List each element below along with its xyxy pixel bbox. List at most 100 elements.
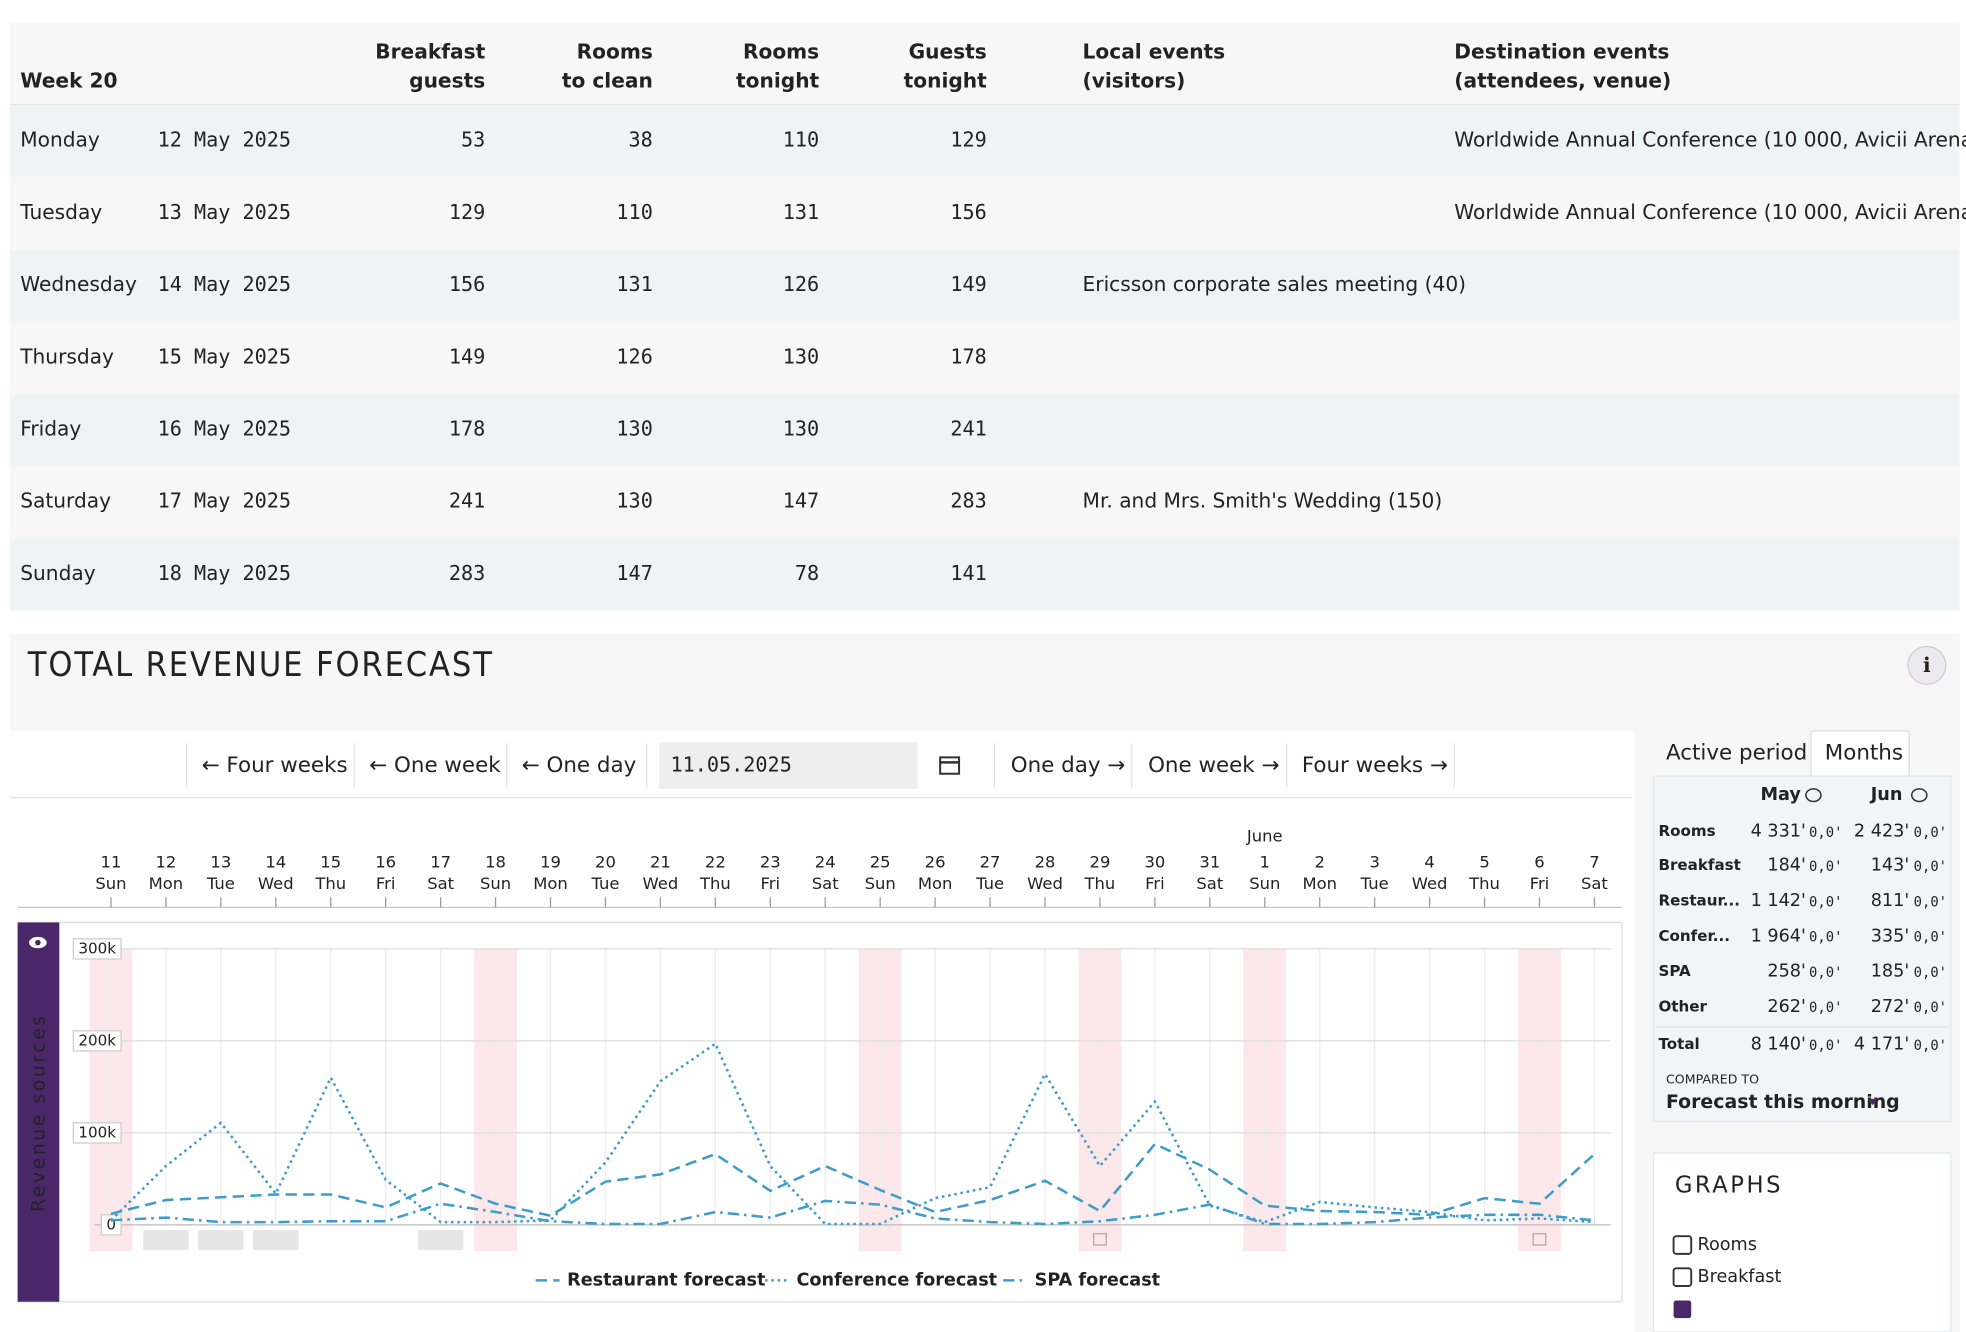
- x-tick-weekday: Sat: [812, 874, 839, 893]
- x-tick-label: 30: [1144, 853, 1165, 872]
- column-header: tonight: [736, 68, 820, 92]
- x-tick-label: 11: [101, 853, 122, 872]
- x-tick-weekday: Sun: [865, 874, 896, 893]
- table-cell: 131: [783, 200, 819, 224]
- summary-delta: 0,0': [1809, 930, 1842, 946]
- info-button[interactable]: [1907, 645, 1947, 685]
- y-tick-label: 200k: [78, 1031, 116, 1049]
- table-cell: Ericsson corporate sales meeting (40): [1083, 272, 1466, 296]
- series-line: [110, 1199, 1595, 1226]
- summary-label: Restaur...: [1658, 892, 1740, 910]
- checkbox[interactable]: [1672, 1235, 1693, 1255]
- series-line: [110, 1142, 1596, 1218]
- table-cell: 178: [950, 344, 986, 368]
- table-cell: 147: [616, 561, 652, 585]
- summary-delta: 0,0': [1809, 894, 1842, 910]
- summary-delta: 0,0': [1914, 894, 1947, 910]
- table-cell: 149: [950, 272, 986, 296]
- column-header: Destination events: [1454, 39, 1669, 63]
- legend-label[interactable]: Conference forecast: [796, 1270, 997, 1290]
- y-tick-label: 100k: [78, 1123, 116, 1141]
- summary-label: Confer...: [1658, 927, 1730, 945]
- x-tick-label: 12: [155, 853, 176, 872]
- table-cell: 131: [616, 272, 652, 296]
- table-cell: 130: [783, 416, 819, 440]
- note-icon[interactable]: [417, 1229, 464, 1251]
- table-cell: Tuesday: [19, 200, 102, 224]
- table-cell: 129: [449, 200, 485, 224]
- table-cell: 14 May 2025: [158, 272, 292, 296]
- nav-button[interactable]: ← One day: [522, 753, 637, 778]
- x-tick-label: 13: [210, 853, 231, 872]
- x-tick-label: 31: [1199, 853, 1220, 872]
- summary-value: 272': [1871, 997, 1910, 1017]
- table-cell: 241: [449, 489, 485, 513]
- tab[interactable]: Months: [1825, 741, 1903, 766]
- table-cell: 110: [616, 200, 652, 224]
- x-tick-weekday: Wed: [643, 874, 679, 893]
- compared-label: COMPARED TO: [1666, 1071, 1759, 1086]
- comment-icon[interactable]: [1910, 788, 1928, 803]
- calendar-icon[interactable]: [939, 756, 961, 775]
- x-tick-label: 15: [320, 853, 341, 872]
- x-tick-weekday: Wed: [1027, 874, 1063, 893]
- nav-button[interactable]: Four weeks →: [1302, 753, 1448, 778]
- legend-label[interactable]: Restaurant forecast: [567, 1270, 766, 1290]
- note-icon[interactable]: [198, 1229, 244, 1251]
- nav-button[interactable]: One week →: [1148, 753, 1279, 778]
- date-input[interactable]: [659, 742, 918, 789]
- summary-value: 1 964': [1751, 926, 1806, 946]
- x-tick-weekday: Sun: [95, 874, 126, 893]
- x-tick-weekday: Thu: [314, 874, 346, 893]
- calendar-marker[interactable]: [1532, 1233, 1547, 1246]
- x-tick-label: 27: [980, 853, 1001, 872]
- table-cell: 283: [950, 489, 986, 513]
- column-header: (attendees, venue): [1454, 68, 1671, 92]
- checkbox-checked[interactable]: [1673, 1300, 1692, 1319]
- x-tick-weekday: Wed: [1412, 874, 1448, 893]
- nav-button[interactable]: One day →: [1011, 753, 1126, 778]
- tab[interactable]: Active period: [1666, 741, 1807, 766]
- summary-value: 4 171': [1854, 1035, 1909, 1055]
- x-tick-label: 24: [815, 853, 836, 872]
- summary-value: 1 142': [1751, 891, 1806, 911]
- summary-label: Rooms: [1658, 822, 1715, 840]
- column-header: Guests: [909, 39, 987, 63]
- x-tick-weekday: Fri: [1530, 874, 1550, 893]
- x-tick-label: 29: [1090, 853, 1111, 872]
- table-cell: 17 May 2025: [158, 489, 292, 513]
- compared-select[interactable]: Forecast this morning: [1666, 1091, 1900, 1113]
- calendar-marker[interactable]: [1093, 1233, 1107, 1246]
- x-tick-weekday: Fri: [376, 874, 396, 893]
- note-icon[interactable]: [143, 1229, 189, 1251]
- y-tick-box: [72, 1122, 122, 1144]
- x-tick-label: 26: [925, 853, 946, 872]
- x-tick-weekday: Sat: [1196, 874, 1223, 893]
- legend-label[interactable]: SPA forecast: [1035, 1270, 1161, 1290]
- x-tick-weekday: Sun: [1249, 874, 1280, 893]
- checkbox[interactable]: [1672, 1267, 1693, 1287]
- table-cell: 38: [629, 128, 653, 152]
- summary-delta: 0,0': [1914, 1000, 1947, 1016]
- comment-icon[interactable]: [1805, 788, 1822, 803]
- month-header: Jun: [1870, 785, 1903, 805]
- summary-label: SPA: [1658, 962, 1691, 980]
- note-icon[interactable]: [253, 1229, 299, 1251]
- table-row: [10, 105, 1960, 177]
- nav-button[interactable]: ← One week: [369, 753, 501, 778]
- table-cell: Saturday: [20, 489, 111, 513]
- summary-delta: 0,0': [1809, 1038, 1842, 1054]
- y-label-bar: [17, 922, 60, 1302]
- nav-button[interactable]: ← Four weeks: [202, 753, 348, 778]
- x-tick-weekday: Tue: [975, 874, 1004, 893]
- revenue-header: [10, 633, 1960, 731]
- x-tick-label: 28: [1035, 853, 1056, 872]
- x-tick-weekday: Fri: [761, 874, 781, 893]
- x-tick-weekday: Mon: [1302, 874, 1337, 893]
- table-cell: Friday: [20, 416, 81, 440]
- x-tick-weekday: Tue: [590, 874, 619, 893]
- y-axis-label: Revenue sources: [28, 1013, 50, 1212]
- x-tick-label: 23: [760, 853, 781, 872]
- summary-value: 335': [1871, 926, 1910, 946]
- summary-value: 184': [1767, 856, 1806, 876]
